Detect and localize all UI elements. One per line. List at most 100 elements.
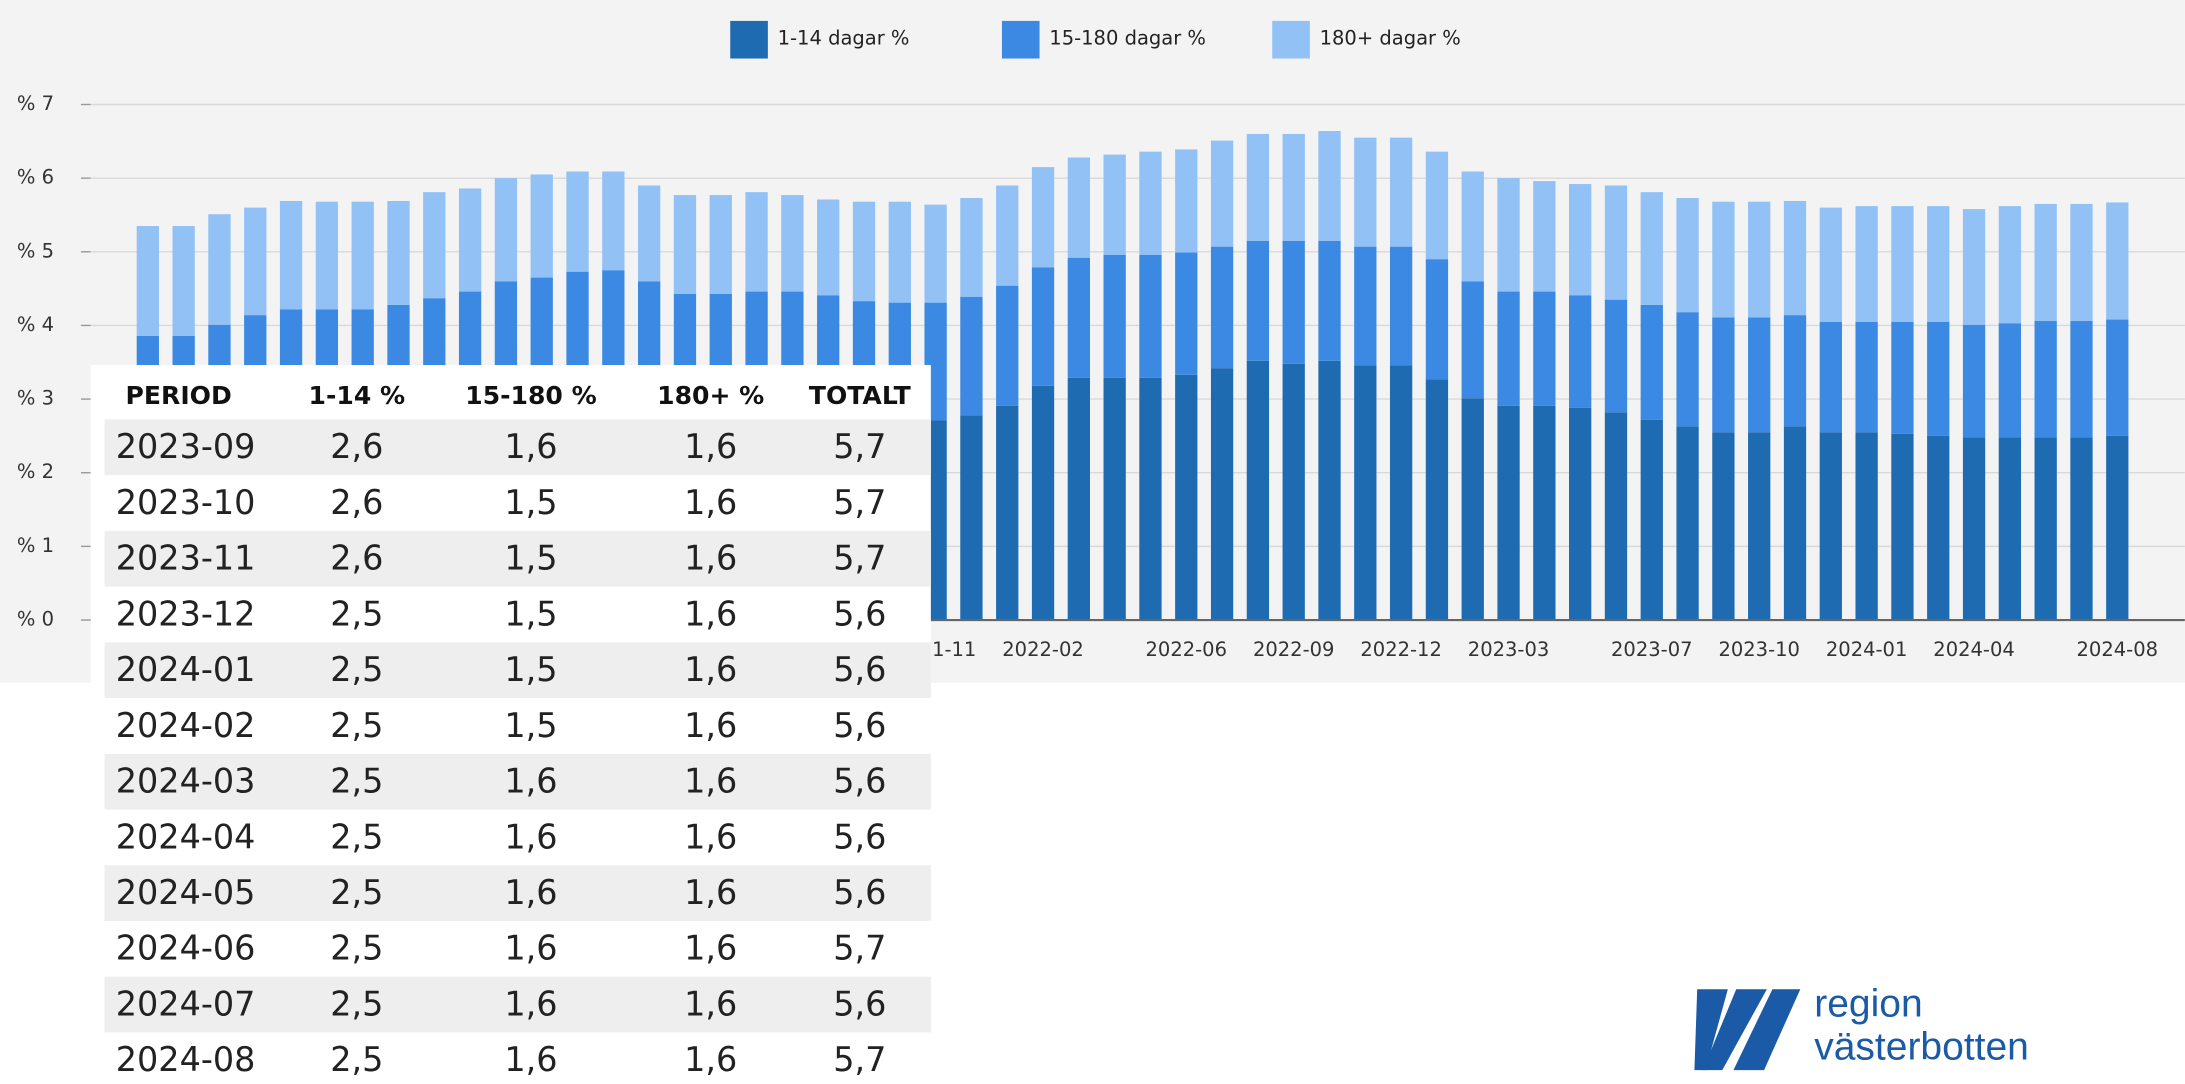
column-header: 1-14 % bbox=[309, 381, 406, 410]
bar-segment bbox=[1783, 315, 1807, 427]
column-header: TOTALT bbox=[809, 381, 911, 410]
bar-segment bbox=[1497, 178, 1520, 292]
bar-segment bbox=[423, 192, 446, 299]
bar-segment bbox=[208, 214, 231, 325]
bar-segment bbox=[1461, 398, 1484, 621]
y-tick-label: % 2 bbox=[17, 460, 54, 483]
table-cell: 2024-03 bbox=[116, 762, 256, 801]
bar-segment bbox=[1354, 137, 1377, 247]
bar-segment bbox=[1998, 437, 2022, 621]
table-cell: 2024-05 bbox=[116, 873, 256, 912]
y-tick-label: % 1 bbox=[17, 534, 54, 557]
y-tick-label: % 3 bbox=[17, 387, 54, 410]
table-cell: 1,5 bbox=[504, 594, 557, 633]
bar-segment bbox=[1318, 360, 1341, 621]
x-tick-label: 2023-07 bbox=[1611, 638, 1692, 661]
bar-segment bbox=[1031, 267, 1055, 386]
bar-segment bbox=[1819, 432, 1842, 621]
bar-segment bbox=[1067, 157, 1090, 258]
legend-swatch bbox=[1001, 20, 1040, 59]
bar-segment bbox=[1282, 133, 1305, 241]
bar-segment bbox=[1067, 377, 1090, 621]
bar-segment bbox=[1748, 432, 1771, 621]
bar-segment bbox=[1640, 192, 1663, 305]
bar-segment bbox=[1103, 254, 1126, 378]
bar-segment bbox=[1819, 207, 1842, 322]
bar-segment bbox=[2106, 202, 2129, 320]
table-cell: 2,5 bbox=[330, 873, 383, 912]
bar-segment bbox=[279, 200, 303, 310]
bar-segment bbox=[1354, 246, 1377, 366]
table-cell: 5,6 bbox=[833, 594, 886, 633]
bar-segment bbox=[1855, 321, 1878, 433]
table-cell: 1,6 bbox=[684, 594, 737, 633]
logo-text: västerbotten bbox=[1814, 1025, 2029, 1068]
bar-segment bbox=[1139, 254, 1162, 378]
table-cell: 1,5 bbox=[504, 539, 557, 578]
bar-segment bbox=[1640, 304, 1663, 420]
y-tick-label: % 4 bbox=[17, 313, 54, 336]
table-cell: 1,6 bbox=[504, 762, 557, 801]
bar-segment bbox=[602, 270, 625, 389]
bar-segment bbox=[1246, 240, 1270, 361]
table-cell: 1,6 bbox=[684, 1040, 737, 1079]
table-cell: 2,5 bbox=[330, 762, 383, 801]
legend-swatch bbox=[730, 20, 768, 59]
bar-segment bbox=[566, 271, 589, 390]
table-cell: 1,6 bbox=[684, 650, 737, 689]
bar-segment bbox=[1676, 426, 1699, 621]
bar-segment bbox=[1927, 435, 1950, 621]
bar-segment bbox=[1533, 181, 1556, 292]
bar-segment bbox=[494, 178, 518, 282]
bar-segment bbox=[1031, 385, 1055, 621]
table-cell: 5,6 bbox=[833, 706, 886, 745]
bar-segment bbox=[1962, 437, 1986, 621]
x-tick-label: 2022-12 bbox=[1360, 638, 1441, 661]
bar-segment bbox=[1604, 185, 1628, 300]
logo-text: region bbox=[1814, 982, 1922, 1025]
bar-segment bbox=[1175, 374, 1198, 621]
table-cell: 5,6 bbox=[833, 762, 886, 801]
bar-segment bbox=[1962, 209, 1986, 325]
bar-segment bbox=[1748, 201, 1771, 318]
bar-segment bbox=[566, 171, 589, 272]
legend-label: 180+ dagar % bbox=[1320, 27, 1461, 50]
bar-segment bbox=[1640, 419, 1663, 621]
bar-segment bbox=[1318, 131, 1341, 241]
table-cell: 2023-12 bbox=[116, 594, 256, 633]
x-tick-label: 2022-06 bbox=[1146, 638, 1227, 661]
bar-segment bbox=[1891, 206, 1914, 322]
bar-segment bbox=[1712, 432, 1735, 621]
logo-icon bbox=[1694, 989, 1728, 1071]
y-tick-label: % 6 bbox=[17, 166, 54, 189]
bar-segment bbox=[996, 285, 1019, 406]
bar-segment bbox=[1783, 426, 1807, 621]
bar-segment bbox=[1389, 246, 1413, 366]
bar-segment bbox=[1998, 323, 2022, 438]
bar-segment bbox=[244, 207, 267, 316]
bar-segment bbox=[996, 405, 1019, 621]
table-cell: 2024-06 bbox=[116, 929, 256, 968]
bar-segment bbox=[1855, 432, 1878, 621]
table-cell: 5,7 bbox=[833, 1040, 886, 1079]
bar-segment bbox=[1533, 405, 1556, 621]
y-tick-label: % 7 bbox=[17, 92, 54, 115]
bar-segment bbox=[1712, 317, 1735, 433]
bar-segment bbox=[1067, 257, 1090, 378]
table-cell: 2023-10 bbox=[116, 483, 256, 522]
bar-segment bbox=[1425, 259, 1449, 380]
bar-segment bbox=[1891, 321, 1914, 434]
bar-segment bbox=[1855, 206, 1878, 322]
bar-segment bbox=[1354, 365, 1377, 621]
bar-segment bbox=[1962, 324, 1986, 438]
bar-segment bbox=[709, 195, 732, 294]
bar-segment bbox=[960, 296, 983, 416]
table-cell: 1,6 bbox=[684, 817, 737, 856]
bar-segment bbox=[1927, 206, 1950, 322]
logo-icon bbox=[1733, 989, 1801, 1071]
bar-segment bbox=[1103, 377, 1126, 621]
bar-segment bbox=[351, 201, 374, 310]
x-tick-label: 2024-04 bbox=[1933, 638, 2014, 661]
bar-segment bbox=[2070, 203, 2093, 322]
